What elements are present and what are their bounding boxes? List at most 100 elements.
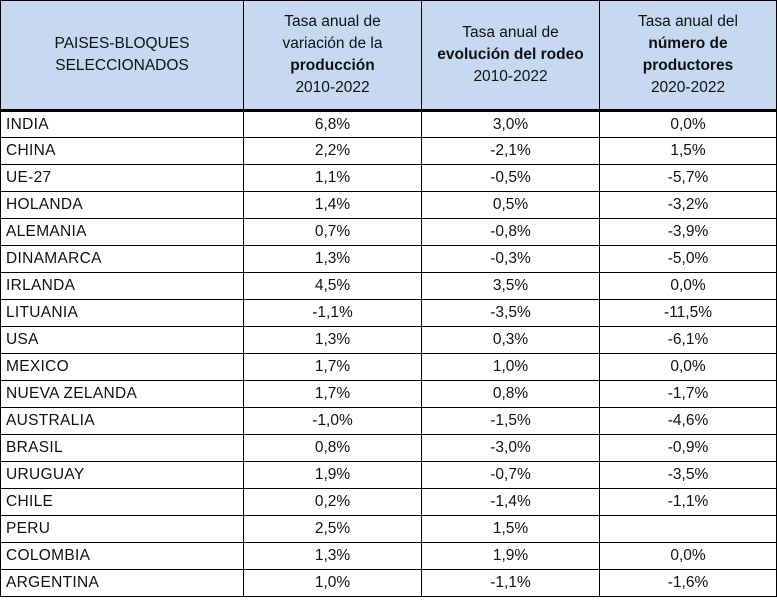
table-row: COLOMBIA 1,3% 1,9% 0,0% <box>0 542 777 570</box>
rodeo-cell: 3,5% <box>421 272 600 300</box>
productores-cell: 1,5% <box>599 137 777 165</box>
country-cell: CHILE <box>0 488 244 516</box>
table-row: MEXICO 1,7% 1,0% 0,0% <box>0 353 777 381</box>
productores-cell: -3,5% <box>599 461 777 489</box>
productores-cell: 0,0% <box>599 542 777 570</box>
header-rodeo-line3: 2010-2022 <box>473 68 548 85</box>
header-countries-line2: SELECCIONADOS <box>55 57 189 74</box>
rodeo-cell: -3,0% <box>421 434 600 462</box>
table-row: USA 1,3% 0,3% -6,1% <box>0 326 777 354</box>
produccion-cell: 1,1% <box>243 164 422 192</box>
table-body: INDIA 6,8% 3,0% 0,0% CHINA 2,2% -2,1% 1,5% UE-27… <box>0 110 777 597</box>
rodeo-cell: -2,1% <box>421 137 600 165</box>
country-cell: PERU <box>0 515 244 543</box>
produccion-cell: 2,2% <box>243 137 422 165</box>
productores-cell: -3,9% <box>599 218 777 246</box>
produccion-cell: 4,5% <box>243 272 422 300</box>
table-row: CHINA 2,2% -2,1% 1,5% <box>0 137 777 165</box>
productores-cell: -11,5% <box>599 299 777 327</box>
rodeo-cell: 0,3% <box>421 326 600 354</box>
country-cell: DINAMARCA <box>0 245 244 273</box>
country-cell: AUSTRALIA <box>0 407 244 435</box>
rodeo-cell: 0,8% <box>421 380 600 408</box>
header-rodeo-line1: Tasa anual de <box>462 24 559 41</box>
table-row: UE-27 1,1% -0,5% -5,7% <box>0 164 777 192</box>
produccion-cell: 1,3% <box>243 245 422 273</box>
productores-cell: 0,0% <box>599 272 777 300</box>
productores-cell: -5,7% <box>599 164 777 192</box>
table-row: ARGENTINA 1,0% -1,1% -1,6% <box>0 569 777 597</box>
country-cell: HOLANDA <box>0 191 244 219</box>
rodeo-cell: -1,5% <box>421 407 600 435</box>
produccion-cell: 1,9% <box>243 461 422 489</box>
productores-cell: 0,0% <box>599 353 777 381</box>
table-row: AUSTRALIA -1,0% -1,5% -4,6% <box>0 407 777 435</box>
rodeo-cell: -0,3% <box>421 245 600 273</box>
table-row: DINAMARCA 1,3% -0,3% -5,0% <box>0 245 777 273</box>
produccion-cell: 0,8% <box>243 434 422 462</box>
table-row: ALEMANIA 0,7% -0,8% -3,9% <box>0 218 777 246</box>
header-rodeo: Tasa anual de evolución del rodeo 2010-2… <box>421 0 600 112</box>
country-cell: INDIA <box>0 110 244 138</box>
table-row: LITUANIA -1,1% -3,5% -11,5% <box>0 299 777 327</box>
header-productores-line3: productores <box>642 57 734 74</box>
country-cell: URUGUAY <box>0 461 244 489</box>
header-rodeo-line2: evolución del rodeo <box>437 46 584 63</box>
rodeo-cell: -1,1% <box>421 569 600 597</box>
table-row: NUEVA ZELANDA 1,7% 0,8% -1,7% <box>0 380 777 408</box>
table-row: BRASIL 0,8% -3,0% -0,9% <box>0 434 777 462</box>
produccion-cell: -1,1% <box>243 299 422 327</box>
produccion-cell: 1,7% <box>243 353 422 381</box>
country-cell: IRLANDA <box>0 272 244 300</box>
table-row: CHILE 0,2% -1,4% -1,1% <box>0 488 777 516</box>
country-cell: COLOMBIA <box>0 542 244 570</box>
header-row: PAISES-BLOQUES SELECCIONADOS Tasa anual … <box>0 0 777 112</box>
header-produccion-line4: 2010-2022 <box>295 79 370 96</box>
productores-cell: -4,6% <box>599 407 777 435</box>
header-productores-line2: número de <box>648 35 728 52</box>
produccion-cell: 2,5% <box>243 515 422 543</box>
country-cell: USA <box>0 326 244 354</box>
country-cell: BRASIL <box>0 434 244 462</box>
productores-cell: -1,1% <box>599 488 777 516</box>
productores-cell: -6,1% <box>599 326 777 354</box>
rodeo-cell: -0,8% <box>421 218 600 246</box>
country-cell: CHINA <box>0 137 244 165</box>
produccion-cell: 1,0% <box>243 569 422 597</box>
produccion-cell: 1,3% <box>243 326 422 354</box>
table-row: IRLANDA 4,5% 3,5% 0,0% <box>0 272 777 300</box>
rodeo-cell: 0,5% <box>421 191 600 219</box>
header-produccion-line2: variación de la <box>282 35 383 52</box>
header-produccion-line3: producción <box>290 57 375 74</box>
header-countries-line1: PAISES-BLOQUES <box>54 35 190 52</box>
productores-cell: -0,9% <box>599 434 777 462</box>
produccion-cell: 1,7% <box>243 380 422 408</box>
header-countries: PAISES-BLOQUES SELECCIONADOS <box>0 0 244 112</box>
productores-cell <box>599 515 777 543</box>
country-cell: UE-27 <box>0 164 244 192</box>
header-productores-line4: 2020-2022 <box>650 79 726 96</box>
table-row: URUGUAY 1,9% -0,7% -3,5% <box>0 461 777 489</box>
productores-cell: 0,0% <box>599 110 777 138</box>
country-cell: NUEVA ZELANDA <box>0 380 244 408</box>
produccion-cell: 6,8% <box>243 110 422 138</box>
rodeo-cell: -0,5% <box>421 164 600 192</box>
rodeo-cell: -0,7% <box>421 461 600 489</box>
country-cell: ALEMANIA <box>0 218 244 246</box>
country-cell: LITUANIA <box>0 299 244 327</box>
header-produccion: Tasa anual de variación de la producción… <box>243 0 422 112</box>
productores-cell: -1,7% <box>599 380 777 408</box>
produccion-cell: 0,2% <box>243 488 422 516</box>
rodeo-cell: 1,0% <box>421 353 600 381</box>
productores-cell: -1,6% <box>599 569 777 597</box>
productores-cell: -3,2% <box>599 191 777 219</box>
rodeo-cell: -1,4% <box>421 488 600 516</box>
rodeo-cell: -3,5% <box>421 299 600 327</box>
rodeo-cell: 1,9% <box>421 542 600 570</box>
productores-cell: -5,0% <box>599 245 777 273</box>
country-cell: MEXICO <box>0 353 244 381</box>
table-row: HOLANDA 1,4% 0,5% -3,2% <box>0 191 777 219</box>
header-produccion-line1: Tasa anual de <box>284 13 381 30</box>
rodeo-cell: 3,0% <box>421 110 600 138</box>
